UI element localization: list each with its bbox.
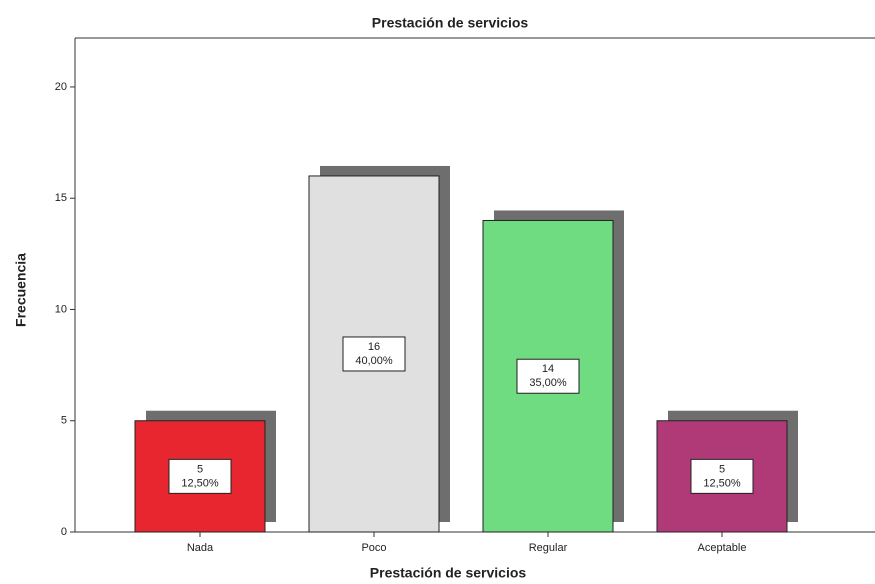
y-axis-label: Frecuencia: [13, 253, 29, 327]
data-label: 16: [368, 341, 380, 353]
data-label-percent: 12,50%: [181, 477, 219, 489]
data-label-percent: 40,00%: [355, 355, 393, 367]
data-label: 14: [542, 363, 554, 375]
data-label-box: [516, 358, 580, 394]
y-tick-label: 15: [55, 192, 67, 204]
data-label-box: [690, 458, 754, 494]
x-tick-label: Nada: [187, 542, 214, 554]
x-tick-label: Aceptable: [698, 542, 747, 554]
data-label: 5: [719, 463, 725, 475]
data-label-percent: 35,00%: [529, 377, 567, 389]
x-tick-label: Regular: [529, 542, 568, 554]
data-label-box: [342, 336, 406, 372]
y-tick-label: 10: [55, 303, 67, 315]
y-tick-label: 0: [61, 526, 67, 538]
data-label: 5: [197, 463, 203, 475]
y-tick-label: 20: [55, 81, 67, 93]
y-tick-label: 5: [61, 415, 67, 427]
x-axis-label: Prestación de servicios: [370, 565, 527, 581]
data-label-box: [168, 458, 232, 494]
chart-title: Prestación de servicios: [372, 15, 529, 31]
data-label-percent: 12,50%: [703, 477, 741, 489]
x-tick-label: Poco: [361, 542, 386, 554]
